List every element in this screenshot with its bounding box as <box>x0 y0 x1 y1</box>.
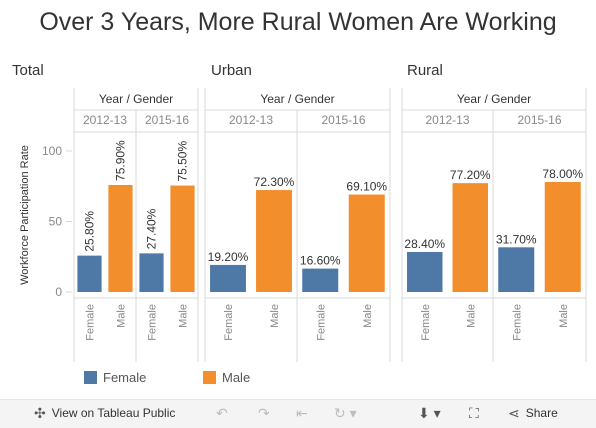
category-label-urban-2015-16-female: Female <box>315 304 327 341</box>
data-label-total-2012-13-male: 75.90% <box>114 140 128 181</box>
share-icon: ⋖ <box>508 405 520 421</box>
pause-icon: ↻ ▾ <box>334 405 357 421</box>
category-label-total-2015-16-male: Male <box>178 304 190 328</box>
tableau-toolbar: ✣ View on Tableau Public ↶ ↷ ⇤ ↻ ▾ ⬇ ▾ ⛶… <box>0 399 596 428</box>
y-tick-label-2: 100 <box>42 144 62 158</box>
undo-button[interactable]: ↶ <box>216 406 228 420</box>
year-label-total-0: 2012-13 <box>83 113 127 127</box>
bar-urban-2012-13-female <box>210 264 246 292</box>
bar-rural-2015-16-male <box>544 182 581 292</box>
bar-total-2015-16-male <box>170 185 195 292</box>
bar-urban-2015-16-female <box>302 268 339 292</box>
column-header-total: Year / Gender <box>99 92 173 106</box>
column-header-urban: Year / Gender <box>260 92 334 106</box>
category-label-urban-2015-16-male: Male <box>362 304 374 328</box>
bar-rural-2012-13-male <box>452 183 488 292</box>
legend-swatch-female <box>84 371 97 384</box>
category-label-total-2015-16-female: Female <box>147 304 159 341</box>
bar-urban-2012-13-male <box>256 190 292 292</box>
panel-title-total: Total <box>12 62 44 79</box>
download-icon: ⬇ ▾ <box>418 405 441 421</box>
fullscreen-icon: ⛶ <box>469 405 479 421</box>
year-label-rural-1: 2015-16 <box>517 113 561 127</box>
category-label-rural-2015-16-female: Female <box>511 304 523 341</box>
year-label-total-1: 2015-16 <box>145 113 189 127</box>
legend-item-female[interactable]: Female <box>84 370 146 385</box>
category-label-total-2012-13-male: Male <box>116 304 128 328</box>
data-label-rural-2015-16-male: 78.00% <box>542 167 583 181</box>
data-label-rural-2012-13-female: 28.40% <box>404 237 445 251</box>
year-label-urban-0: 2012-13 <box>229 113 273 127</box>
bar-total-2012-13-female <box>77 255 102 292</box>
bar-rural-2015-16-female <box>498 247 535 292</box>
view-on-tableau-label: View on Tableau Public <box>51 406 176 420</box>
data-label-rural-2015-16-female: 31.70% <box>496 232 537 246</box>
panel-title-rural: Rural <box>407 62 443 79</box>
bar-rural-2012-13-female <box>407 251 443 292</box>
data-label-rural-2012-13-male: 77.20% <box>450 168 491 182</box>
charts-area: Workforce Participation Rate 0 50 100 Total Y… <box>12 62 587 362</box>
data-label-urban-2012-13-male: 72.30% <box>254 175 295 189</box>
data-label-urban-2015-16-female: 16.60% <box>300 254 341 268</box>
year-label-rural-0: 2012-13 <box>425 113 469 127</box>
revert-button[interactable]: ⇤ <box>296 406 308 420</box>
tableau-logo-icon: ✣ <box>34 405 46 421</box>
undo-icon: ↶ <box>216 405 228 421</box>
data-label-urban-2012-13-female: 19.20% <box>208 250 249 264</box>
share-button[interactable]: ⋖ Share <box>508 406 558 420</box>
bar-total-2015-16-female <box>139 253 164 292</box>
year-label-urban-1: 2015-16 <box>321 113 365 127</box>
y-tick-label-1: 50 <box>49 215 63 229</box>
bar-urban-2015-16-male <box>348 194 385 292</box>
category-label-rural-2015-16-male: Male <box>558 304 570 328</box>
data-label-urban-2015-16-male: 69.10% <box>346 180 387 194</box>
bar-total-2012-13-male <box>108 184 133 292</box>
redo-button[interactable]: ↷ <box>258 406 270 420</box>
category-label-urban-2012-13-male: Male <box>269 304 281 328</box>
category-label-urban-2012-13-female: Female <box>223 304 235 341</box>
legend-item-male[interactable]: Male <box>203 370 250 385</box>
chart-title: Over 3 Years, More Rural Women Are Worki… <box>39 8 557 36</box>
category-label-rural-2012-13-female: Female <box>420 304 432 341</box>
data-label-total-2015-16-male: 75.50% <box>176 141 190 182</box>
panel-title-urban: Urban <box>211 62 252 79</box>
y-tick-label-0: 0 <box>55 285 62 299</box>
data-label-total-2015-16-female: 27.40% <box>145 208 159 249</box>
column-header-rural: Year / Gender <box>457 92 531 106</box>
category-label-total-2012-13-female: Female <box>85 304 97 341</box>
data-label-total-2012-13-female: 25.80% <box>83 211 97 252</box>
pause-button[interactable]: ↻ ▾ <box>334 406 357 420</box>
revert-icon: ⇤ <box>296 405 308 421</box>
redo-icon: ↷ <box>258 405 270 421</box>
view-on-tableau-button[interactable]: ✣ View on Tableau Public <box>34 406 175 420</box>
legend-label-female: Female <box>103 370 147 385</box>
category-label-rural-2012-13-male: Male <box>465 304 477 328</box>
y-axis-label: Workforce Participation Rate <box>19 145 31 285</box>
legend-label-male: Male <box>222 370 251 385</box>
legend-swatch-male <box>203 371 216 384</box>
download-button[interactable]: ⬇ ▾ <box>418 406 441 420</box>
share-label: Share <box>525 406 558 420</box>
fullscreen-button[interactable]: ⛶ <box>469 406 479 420</box>
